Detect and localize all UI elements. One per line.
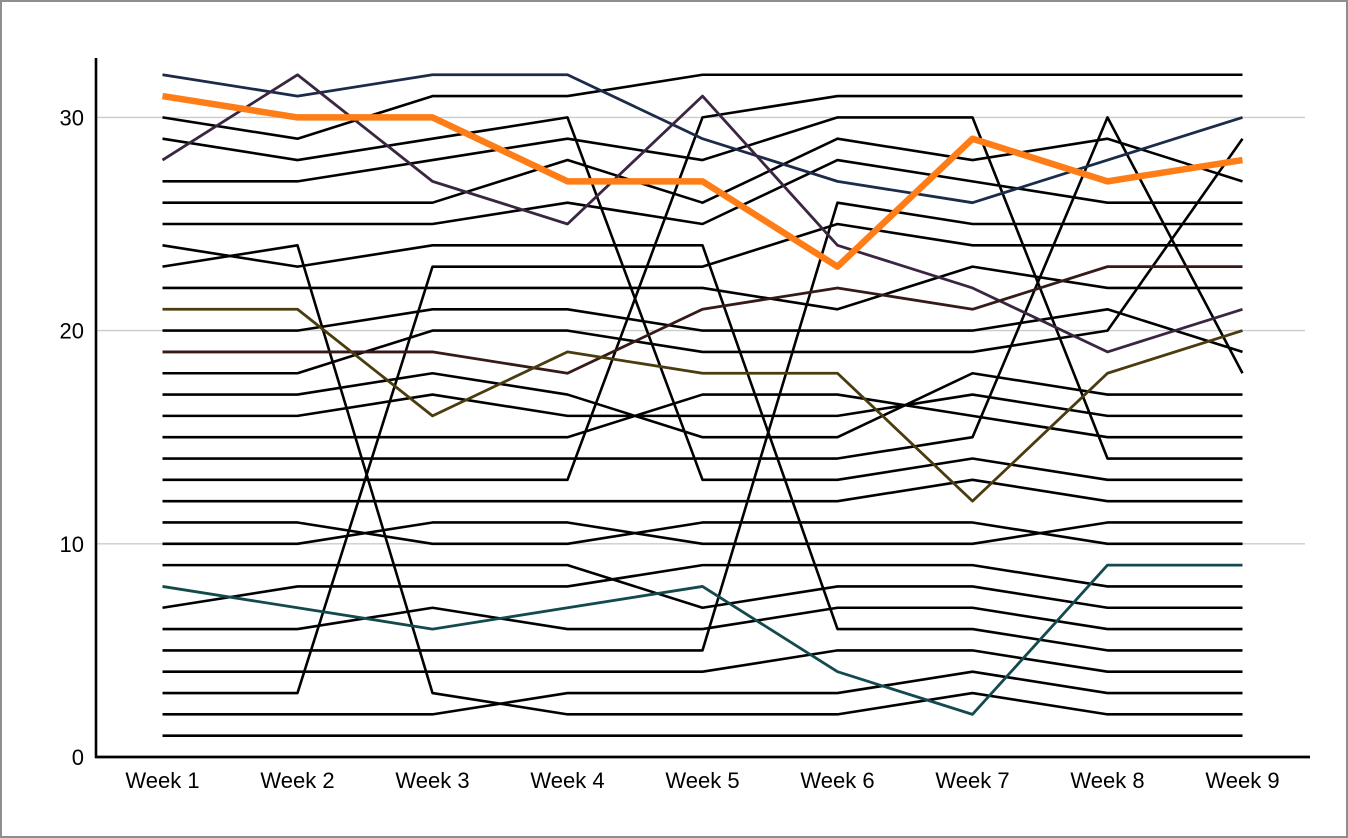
series-line-black-18 <box>162 307 1243 354</box>
series-line-black-14 <box>162 393 1243 439</box>
series-line-black-24 <box>162 116 1243 460</box>
x-tick-label-6: Week 6 <box>800 768 874 793</box>
x-tick-label-3: Week 3 <box>395 768 469 793</box>
series-line-black-09 <box>162 521 1243 546</box>
series-line-highlight-orange <box>161 92 1244 270</box>
series-line-black-16 <box>162 371 1243 439</box>
series-line-black-06 <box>162 606 1243 631</box>
series-line-black-03 <box>162 222 1243 695</box>
x-tick-label-9: Week 9 <box>1205 768 1279 793</box>
x-tick-label-4: Week 4 <box>530 768 604 793</box>
series-line-black-07 <box>162 563 1243 610</box>
x-tick-label-5: Week 5 <box>665 768 739 793</box>
series-line-olive <box>162 307 1243 503</box>
y-tick-label-30: 30 <box>60 105 84 130</box>
x-tick-label-1: Week 1 <box>125 768 199 793</box>
series-line-black-20 <box>162 244 1243 716</box>
x-tick-label-8: Week 8 <box>1070 768 1144 793</box>
series-line-black-11 <box>162 478 1243 503</box>
series-line-black-02 <box>162 670 1243 716</box>
series-line-black-12 <box>162 94 1243 482</box>
x-tick-label-2: Week 2 <box>260 768 334 793</box>
series-line-black-26 <box>162 73 1243 141</box>
series-line-black-15 <box>162 393 1243 418</box>
series-line-navy <box>162 73 1243 205</box>
series-line-black-13 <box>162 116 1244 460</box>
series-line-black-17 <box>162 137 1244 375</box>
series-line-black-08 <box>162 563 1243 610</box>
y-tick-label-0: 0 <box>72 745 84 770</box>
series-line-purple <box>161 73 1243 354</box>
series-line-black-04 <box>162 649 1243 674</box>
series-line-black-23 <box>162 137 1243 204</box>
series-line-black-10 <box>162 521 1243 546</box>
series-line-black-22 <box>162 158 1243 226</box>
series-line-black-19 <box>162 265 1243 311</box>
series-line-teal <box>162 563 1243 716</box>
y-tick-label-20: 20 <box>60 319 84 344</box>
series-line-black-25 <box>162 116 1243 482</box>
series-line-maroon <box>162 265 1243 375</box>
x-tick-label-7: Week 7 <box>935 768 1009 793</box>
y-tick-label-10: 10 <box>60 532 84 557</box>
series-line-black-21 <box>162 244 1243 652</box>
